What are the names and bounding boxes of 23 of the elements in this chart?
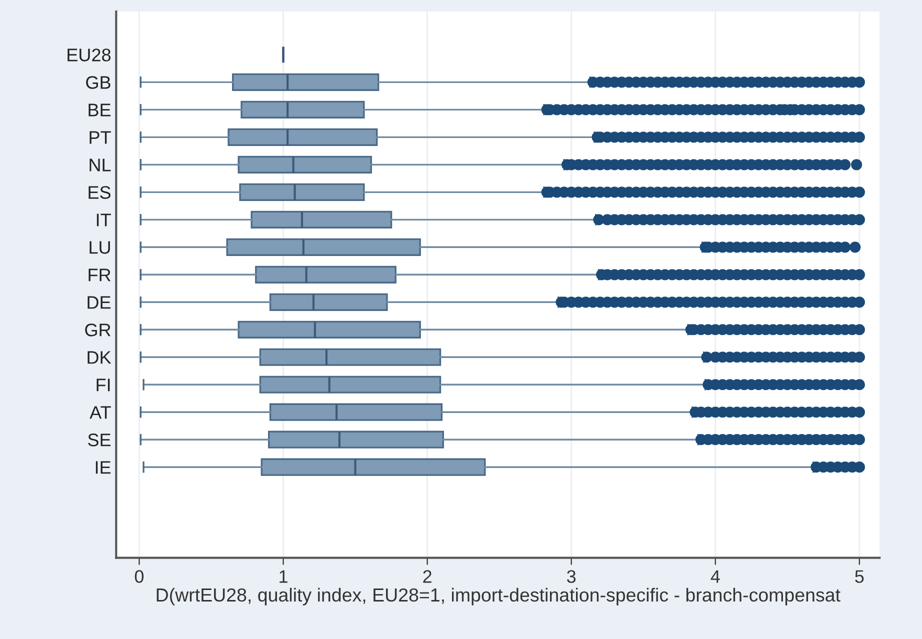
y-tick-label: SE [88, 434, 111, 446]
y-tick-label: BE [88, 104, 111, 116]
y-tick-label: DE [88, 296, 111, 309]
y-tick-label: ES [88, 186, 110, 199]
y-tick-label: LU [90, 241, 110, 254]
y-tick-label: NL [90, 158, 111, 172]
x-tick-label: 5 [855, 570, 864, 583]
x-tick-label: 0 [134, 570, 144, 583]
y-tick-label: GR [85, 324, 110, 336]
x-axis-title: D(wrtEU28, quality index, EU28=1, import-destination-specific - branch-compensat [156, 588, 840, 606]
y-tick-label: IE [96, 461, 111, 474]
x-tick-label: 2 [423, 570, 432, 583]
y-tick-label: GB [86, 76, 110, 89]
y-tick-label: IT [96, 214, 111, 226]
x-tick-label: 1 [280, 570, 288, 583]
x-tick-label: 3 [567, 570, 576, 583]
y-tick-label: AT [90, 406, 111, 419]
y-tick-label: EU28 [68, 48, 111, 62]
y-tick-label: DK [88, 351, 112, 364]
y-tick-label: FR [88, 268, 110, 282]
y-tick-label: FI [96, 378, 110, 392]
y-tick-label: PT [90, 131, 111, 144]
x-tick-label: 4 [710, 570, 720, 583]
